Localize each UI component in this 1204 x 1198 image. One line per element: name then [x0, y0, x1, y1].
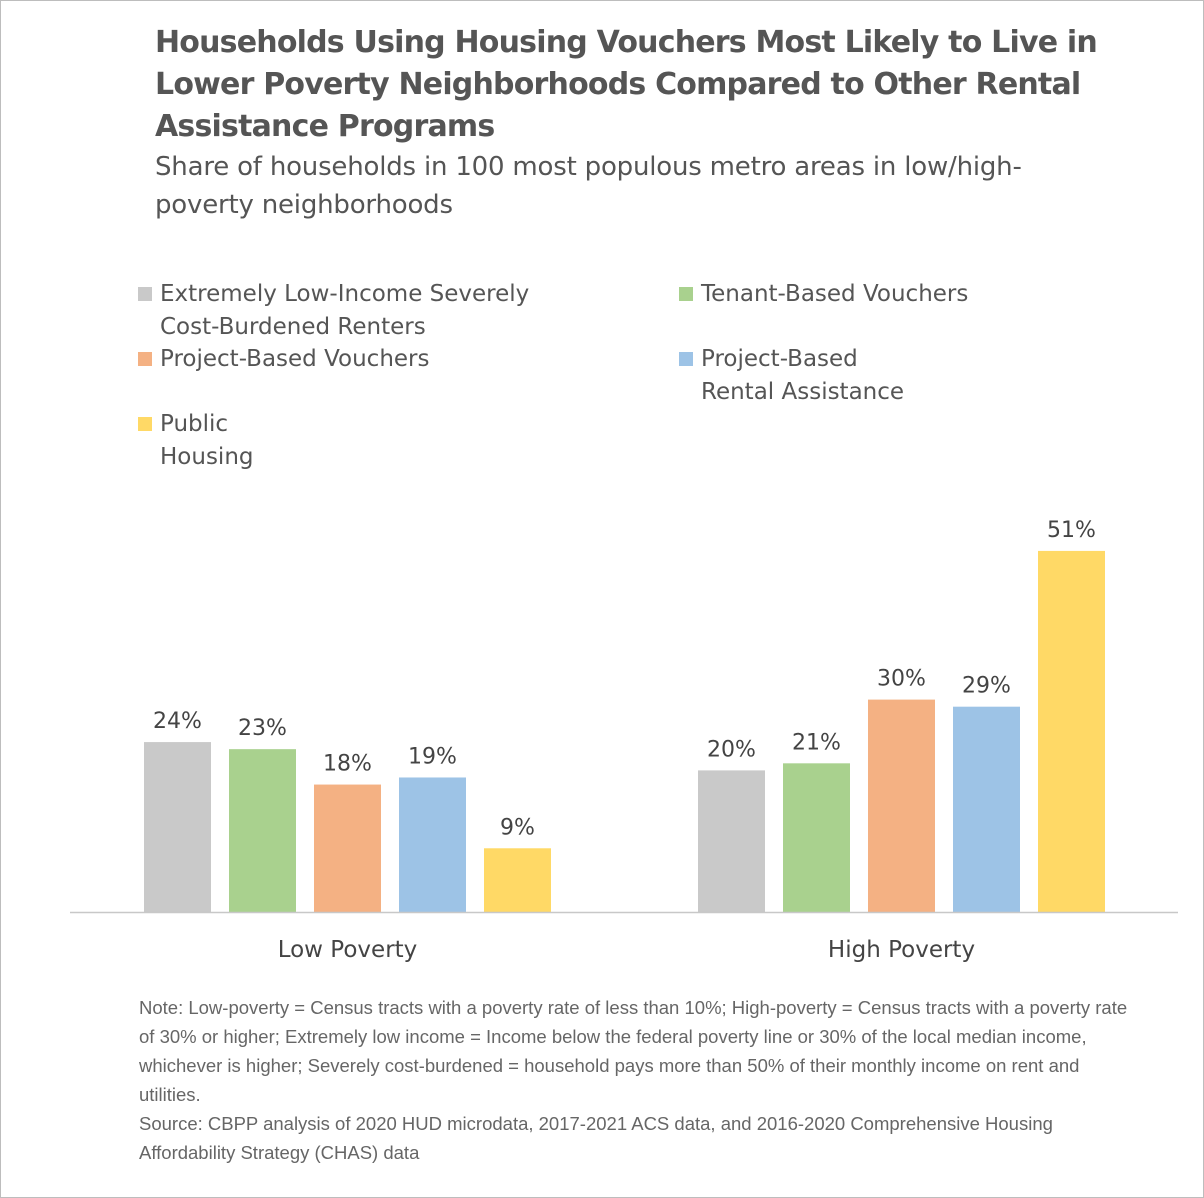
legend-label: Project-Based Rental Assistance	[701, 346, 905, 405]
bar-high-poverty-3	[953, 706, 1020, 912]
legend-label: Extremely Low-Income Severely Cost-Burden…	[160, 281, 530, 340]
data-label: 30%	[877, 667, 926, 692]
data-label: 21%	[792, 730, 841, 755]
legend-item-public-housing: Public Housing	[138, 408, 254, 474]
legend-swatch	[679, 352, 693, 366]
data-label: 24%	[153, 709, 202, 734]
legend-label: Public Housing	[160, 411, 254, 470]
data-label: 29%	[962, 674, 1011, 699]
category-label: High Poverty	[828, 937, 975, 963]
legend-swatch	[679, 287, 693, 301]
category-label: Low Poverty	[278, 937, 418, 963]
data-label: 9%	[500, 815, 535, 840]
legend-item-tenant-based-vouchers: Tenant-Based Vouchers	[679, 278, 968, 311]
source-text: Source: CBPP analysis of 2020 HUD microd…	[139, 1113, 1053, 1163]
bar-low-poverty-3	[399, 777, 466, 912]
legend-item-project-based-vouchers: Project-Based Vouchers	[138, 343, 430, 376]
chart-title: Households Using Housing Vouchers Most L…	[155, 25, 1098, 144]
data-label: 51%	[1047, 518, 1096, 543]
data-label: 18%	[323, 752, 372, 777]
legend-item-project-based-rental-assistance: Project-Based Rental Assistance	[679, 343, 904, 409]
bar-low-poverty-1	[229, 749, 296, 912]
bar-high-poverty-2	[868, 699, 935, 912]
data-label: 20%	[707, 737, 756, 762]
footnote: Note: Low-poverty = Census tracts with a…	[139, 993, 1139, 1167]
legend-swatch	[138, 417, 152, 431]
bar-low-poverty-4	[484, 848, 551, 912]
legend-swatch	[138, 352, 152, 366]
chart-subtitle: Share of households in 100 most populous…	[155, 152, 1022, 220]
bar-low-poverty-2	[314, 784, 381, 912]
legend-label: Project-Based Vouchers	[160, 346, 430, 372]
legend-swatch	[138, 287, 152, 301]
legend-item-elisc-renters: Extremely Low-Income Severely Cost-Burden…	[138, 278, 529, 344]
data-label: 23%	[238, 716, 287, 741]
legend-label: Tenant-Based Vouchers	[701, 281, 969, 307]
bar-high-poverty-4	[1038, 550, 1105, 912]
bar-low-poverty-0	[144, 742, 211, 912]
note-text: Note: Low-poverty = Census tracts with a…	[139, 997, 1128, 1105]
bar-high-poverty-0	[698, 770, 765, 912]
data-label: 19%	[408, 744, 457, 769]
bar-high-poverty-1	[783, 763, 850, 912]
